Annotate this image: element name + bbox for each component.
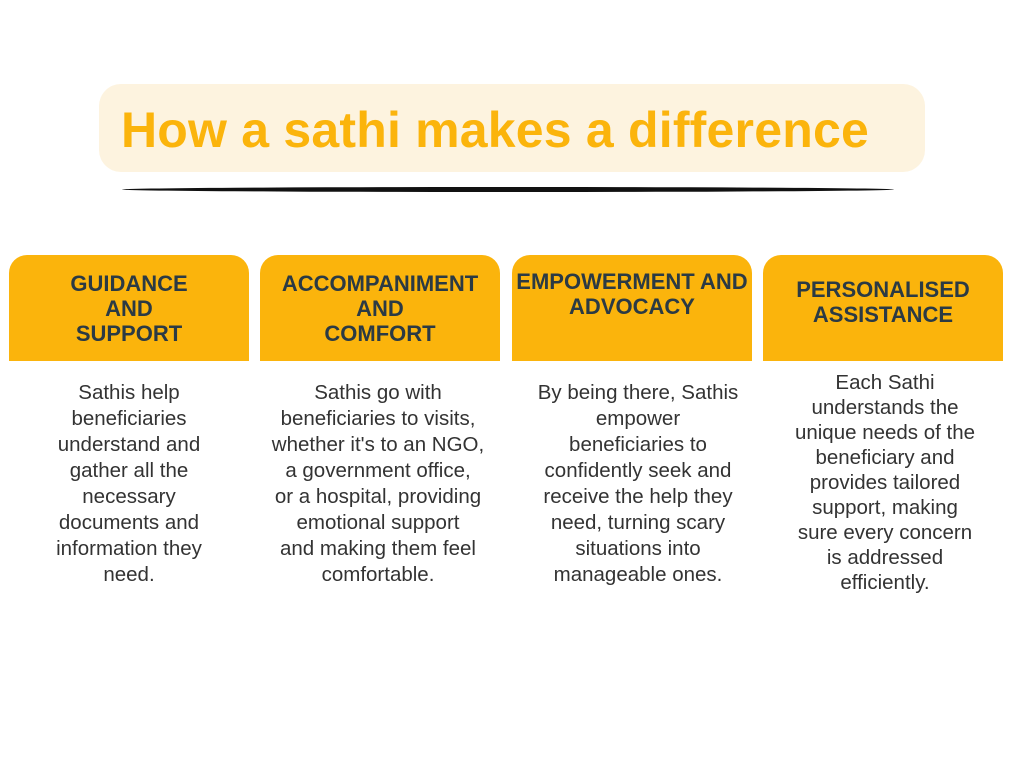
card-heading-text: ACCOMPANIMENT AND COMFORT xyxy=(281,270,479,346)
card-body-text: Sathis help beneficiaries understand and… xyxy=(56,381,202,586)
card-body-guidance: Sathis help beneficiaries understand and… xyxy=(0,380,277,588)
card-body-personalised: Each Sathi understands the unique needs … xyxy=(763,370,1007,595)
card-body-empowerment: By being there, Sathis empower beneficia… xyxy=(510,380,766,588)
card-heading-text: GUIDANCE AND SUPPORT xyxy=(70,270,188,346)
card-body-text: Sathis go with beneficiaries to visits, … xyxy=(271,381,485,586)
card-heading-empowerment: EMPOWERMENT AND ADVOCACY xyxy=(512,255,752,361)
card-body-accompaniment: Sathis go with beneficiaries to visits, … xyxy=(250,380,506,588)
card-heading-guidance: GUIDANCE AND SUPPORT xyxy=(9,255,249,361)
title-divider xyxy=(122,187,894,192)
page-title: How a sathi makes a difference xyxy=(121,102,869,158)
card-body-text: By being there, Sathis empower beneficia… xyxy=(537,381,739,586)
card-heading-text: EMPOWERMENT AND ADVOCACY xyxy=(516,269,748,319)
card-heading-accompaniment: ACCOMPANIMENT AND COMFORT xyxy=(260,255,500,361)
title-banner: How a sathi makes a difference xyxy=(99,84,925,172)
card-body-text: Each Sathi understands the unique needs … xyxy=(794,371,976,594)
card-heading-text: PERSONALISED ASSISTANCE xyxy=(796,277,970,327)
card-heading-personalised: PERSONALISED ASSISTANCE xyxy=(763,255,1003,361)
